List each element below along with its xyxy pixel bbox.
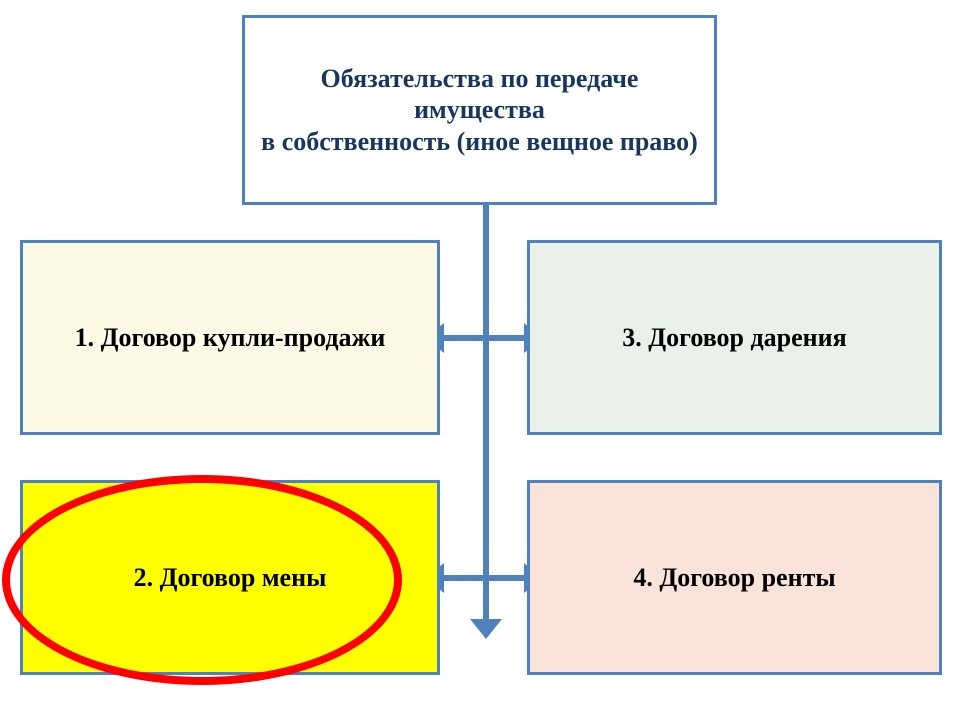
- trunk-arrow-down: [470, 619, 502, 639]
- node-4-label: 4. Договор ренты: [633, 562, 835, 593]
- node-root: Обязательства по передаче имуществав соб…: [242, 15, 717, 205]
- node-3: 3. Договор дарения: [527, 240, 942, 435]
- connector-trunk: [483, 205, 489, 625]
- highlight-ellipse: [2, 475, 402, 685]
- node-1: 1. Договор купли-продажи: [20, 240, 440, 435]
- node-1-label: 1. Договор купли-продажи: [75, 322, 386, 353]
- diagram-canvas: Обязательства по передаче имуществав соб…: [0, 0, 960, 720]
- node-root-label: Обязательства по передаче имуществав соб…: [255, 63, 704, 157]
- node-4: 4. Договор ренты: [527, 480, 942, 675]
- connector-row1: [442, 335, 524, 341]
- connector-row2: [442, 575, 524, 581]
- node-3-label: 3. Договор дарения: [622, 322, 846, 353]
